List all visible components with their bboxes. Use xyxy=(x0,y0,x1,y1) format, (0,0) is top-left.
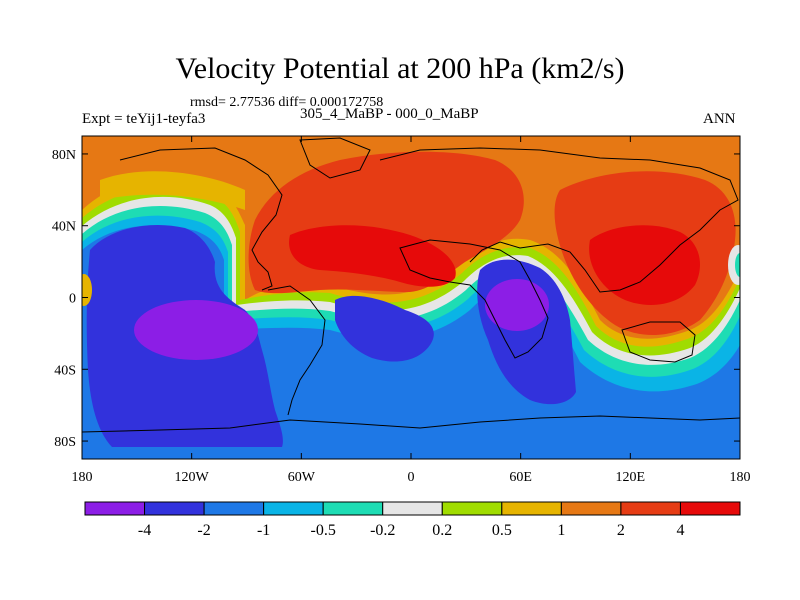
colorbar-label-1: -2 xyxy=(197,522,210,539)
colorbar-label-8: 2 xyxy=(617,522,625,539)
colorbar-label-7: 1 xyxy=(557,522,565,539)
x-tick-label-4: 60E xyxy=(509,470,532,485)
contour-edge-east xyxy=(728,245,740,285)
coast-greenland xyxy=(299,137,371,179)
x-tick-label-3: 0 xyxy=(408,470,415,485)
colorbar-box-0 xyxy=(84,501,146,516)
coast-antarctica xyxy=(82,415,740,433)
y-tick-label-3: 40S xyxy=(54,363,76,378)
contour-edge-east-inner xyxy=(735,253,740,277)
stats-label: rmsd= 2.77536 diff= 0.000172758 xyxy=(190,95,384,110)
x-tick-label-6: 180 xyxy=(730,470,751,485)
y-tick-label-1: 40N xyxy=(52,220,76,235)
colorbar-box-4 xyxy=(322,501,384,516)
coast-south-america xyxy=(267,285,326,416)
x-tick-label-1: 120W xyxy=(175,470,210,485)
coast-eurasia xyxy=(379,147,739,293)
colorbar-label-9: 4 xyxy=(676,522,684,539)
contour-band-neg2-atlantic xyxy=(335,295,434,362)
colorbar-box-9 xyxy=(620,501,681,516)
contour-max-b xyxy=(589,225,700,305)
colorbar-box-3 xyxy=(263,501,324,516)
x-tick-label-0: 180 xyxy=(72,470,93,485)
coast-australia xyxy=(621,321,696,363)
colorbar-label-0: -4 xyxy=(138,522,151,539)
period-label: 305_4_MaBP - 000_0_MaBP xyxy=(300,106,479,122)
y-tick-label-4: 80S xyxy=(54,435,76,450)
coast-north-america xyxy=(119,147,283,291)
contour-min-b xyxy=(485,279,549,331)
colorbar-label-2: -1 xyxy=(257,522,270,539)
colorbar: -4 -2 -1 -0.5 -0.2 0.2 0.5 1 2 4 xyxy=(84,501,741,539)
axis-ticks: 180 120W 60W 0 60E 120E 180 80N 40N 0 40S 80S xyxy=(52,136,751,485)
x-tick-label-5: 120E xyxy=(616,470,646,485)
colorbar-box-10 xyxy=(679,501,741,516)
contour-field xyxy=(82,136,740,459)
y-tick-label-2: 0 xyxy=(69,292,76,307)
colorbar-box-8 xyxy=(560,501,622,516)
colorbar-box-1 xyxy=(144,501,205,516)
colorbar-label-5: 0.2 xyxy=(432,522,452,539)
experiment-label: Expt = teYij1-teyfa3 xyxy=(82,111,206,127)
colorbar-box-6 xyxy=(441,501,503,516)
season-label: ANN xyxy=(703,111,736,127)
contour-edge-west xyxy=(82,274,92,306)
chart-title: Velocity Potential at 200 hPa (km2/s) xyxy=(175,52,625,85)
colorbar-box-5 xyxy=(382,501,443,516)
contour-band-north-light xyxy=(100,171,245,210)
colorbar-label-6: 0.5 xyxy=(492,522,512,539)
colorbar-box-2 xyxy=(203,501,265,516)
colorbar-label-4: -0.2 xyxy=(370,522,395,539)
coast-africa xyxy=(399,239,549,359)
colorbar-box-7 xyxy=(501,501,562,516)
x-tick-label-2: 60W xyxy=(288,470,316,485)
contour-min-a xyxy=(134,300,258,360)
y-tick-label-0: 80N xyxy=(52,148,76,163)
coastlines xyxy=(82,137,740,433)
colorbar-label-3: -0.5 xyxy=(311,522,336,539)
